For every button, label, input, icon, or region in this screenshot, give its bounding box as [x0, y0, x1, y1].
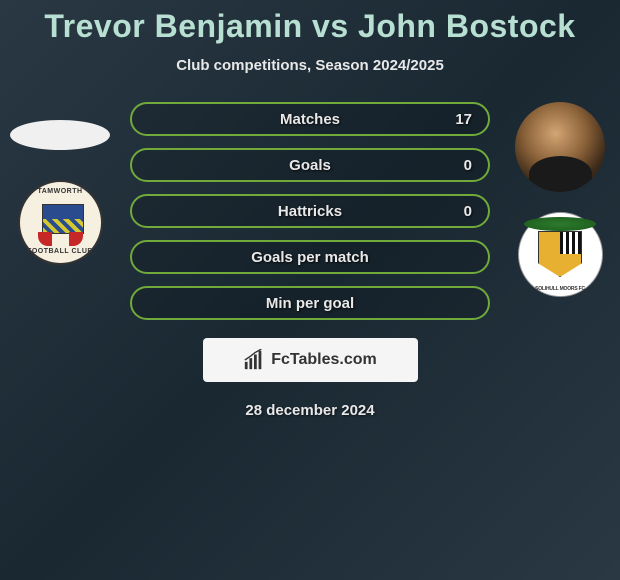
stat-bar-goals: Goals 0: [130, 148, 490, 182]
player-photo-left: [10, 120, 110, 150]
date-text: 28 december 2024: [0, 402, 620, 419]
badge-left-bot-text: FOOTBALL CLUB: [20, 248, 101, 255]
stat-bar-min-per-goal: Min per goal: [130, 286, 490, 320]
stat-bar-hattricks: Hattricks 0: [130, 194, 490, 228]
stat-label: Hattricks: [278, 203, 342, 220]
stat-value-right: 17: [455, 111, 472, 128]
left-column: TAMWORTH FOOTBALL CLUB: [10, 102, 110, 265]
stat-bar-matches: Matches 17: [130, 102, 490, 136]
right-column: SOLIHULL MOORS FC: [510, 102, 610, 297]
page-title: Trevor Benjamin vs John Bostock: [0, 8, 620, 45]
player-photo-right: [515, 102, 605, 192]
club-badge-right: SOLIHULL MOORS FC: [518, 212, 603, 297]
subtitle: Club competitions, Season 2024/2025: [0, 57, 620, 74]
watermark-text: FcTables.com: [271, 351, 377, 369]
stat-label: Min per goal: [266, 295, 354, 312]
stat-value-right: 0: [464, 203, 472, 220]
badge-left-top-text: TAMWORTH: [20, 188, 101, 195]
club-badge-left: TAMWORTH FOOTBALL CLUB: [18, 180, 103, 265]
comparison-card: Trevor Benjamin vs John Bostock Club com…: [0, 0, 620, 419]
stats-column: Matches 17 Goals 0 Hattricks 0 Goals per…: [110, 102, 510, 320]
stat-label: Goals: [289, 157, 331, 174]
stat-bar-goals-per-match: Goals per match: [130, 240, 490, 274]
stat-value-right: 0: [464, 157, 472, 174]
chart-icon: [243, 349, 265, 371]
badge-shield: [538, 231, 582, 277]
badge-decor: [69, 232, 83, 246]
badge-decor: [38, 232, 52, 246]
watermark: FcTables.com: [203, 338, 418, 382]
stat-label: Goals per match: [251, 249, 369, 266]
main-row: TAMWORTH FOOTBALL CLUB Matches 17 Goals …: [0, 102, 620, 320]
stat-label: Matches: [280, 111, 340, 128]
badge-right-bot-text: SOLIHULL MOORS FC: [519, 286, 602, 292]
